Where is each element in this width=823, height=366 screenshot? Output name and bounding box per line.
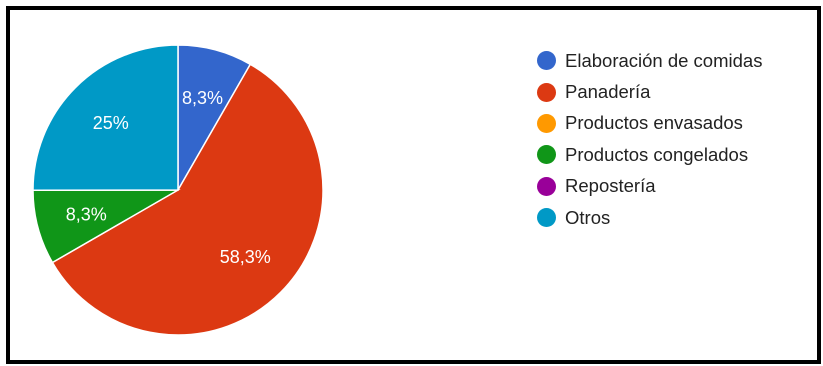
slice-label-0: 8,3%: [182, 88, 223, 108]
slice-label-1: 58,3%: [220, 247, 271, 267]
slice-label-3: 8,3%: [66, 205, 107, 225]
pie-slice-5[interactable]: [32, 44, 179, 191]
legend-item-panaderia[interactable]: Panadería: [537, 76, 762, 107]
legend-swatch: [537, 176, 556, 196]
legend-label: Repostería: [565, 175, 656, 197]
legend-label: Productos envasados: [565, 112, 743, 134]
chart-frame: 8,3% 58,3% 8,3% 25% Elaboración de comidas …: [6, 6, 821, 364]
legend-item-reposteria[interactable]: Repostería: [537, 171, 762, 202]
legend-label: Panadería: [565, 81, 651, 103]
legend-label: Productos congelados: [565, 143, 749, 165]
legend-label: Elaboración de comidas: [565, 49, 763, 71]
legend-item-otros[interactable]: Otros: [537, 202, 762, 233]
legend-swatch: [537, 145, 556, 165]
legend-item-elaboracion[interactable]: Elaboración de comidas: [537, 45, 762, 76]
legend-swatch: [537, 113, 556, 133]
legend: Elaboración de comidas Panadería Product…: [537, 45, 762, 233]
pie-slice-1[interactable]: [51, 63, 324, 336]
legend-item-congelados[interactable]: Productos congelados: [537, 139, 762, 170]
legend-swatch: [537, 51, 556, 71]
legend-swatch: [537, 82, 556, 102]
legend-label: Otros: [565, 206, 611, 228]
pie-chart: 8,3% 58,3% 8,3% 25%: [32, 44, 324, 336]
legend-item-envasados[interactable]: Productos envasados: [537, 108, 762, 139]
slice-label-5: 25%: [93, 113, 129, 133]
legend-swatch: [537, 208, 556, 228]
